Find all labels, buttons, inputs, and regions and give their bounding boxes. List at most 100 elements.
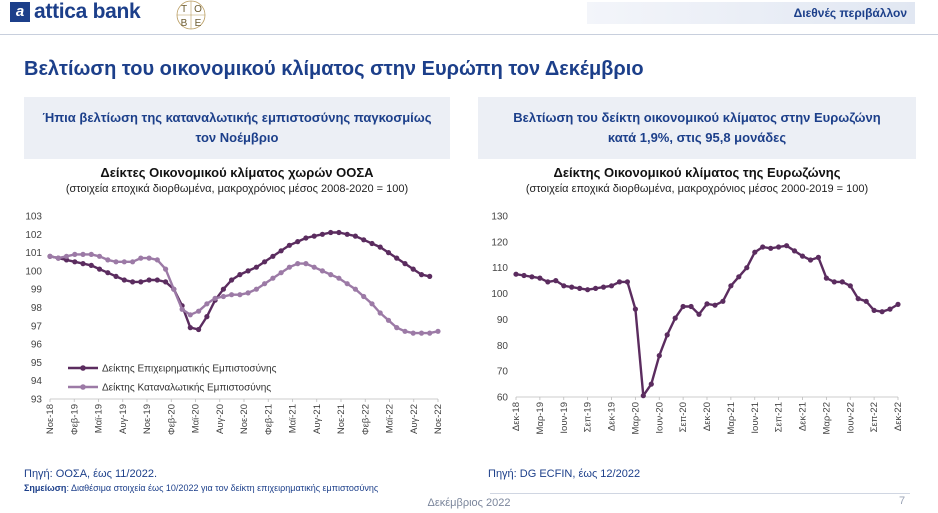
x-tick-label: Αυγ-19 <box>118 404 129 434</box>
data-point <box>616 279 623 285</box>
data-point <box>807 257 814 263</box>
data-point <box>311 264 317 270</box>
data-point <box>138 279 144 285</box>
data-point <box>146 255 152 261</box>
data-point <box>130 279 136 285</box>
y-tick-label: 60 <box>497 393 509 404</box>
data-point <box>847 283 853 289</box>
data-point <box>728 283 734 289</box>
x-tick-label: Αυγ-20 <box>215 404 226 434</box>
tobe-letter: T <box>181 4 187 15</box>
oecd-confidence-chart: 93 94 95 96 97 98 99 100 101 102 103 Νοε-18 Φεβ-19 Μα… <box>25 212 444 436</box>
data-point <box>696 311 702 317</box>
data-point <box>154 277 160 283</box>
data-point <box>286 264 292 270</box>
data-point <box>187 312 193 318</box>
attica-logo-icon: a <box>10 2 30 22</box>
data-point <box>328 272 334 278</box>
data-point <box>121 259 127 265</box>
footer-divider <box>490 493 910 494</box>
data-point <box>105 270 111 276</box>
x-tick-label: Δεκ-20 <box>702 402 713 431</box>
data-point <box>720 298 726 304</box>
y-tick-label: 96 <box>31 340 43 351</box>
data-point <box>815 254 821 260</box>
x-tick-label: Νοε-21 <box>336 404 347 434</box>
data-point <box>648 381 654 387</box>
data-point <box>385 317 392 323</box>
legend-marker <box>80 384 86 390</box>
data-point <box>96 266 103 272</box>
data-point <box>585 287 591 293</box>
right-subhead-line1: Βελτίωση του δείκτη οικονομικού κλίματος… <box>513 109 881 125</box>
x-tick-label: Φεβ-22 <box>360 404 371 435</box>
x-tick-label: Νοε-22 <box>433 404 444 434</box>
x-tick-label: Ιουν-22 <box>845 402 856 434</box>
data-point <box>640 393 646 399</box>
brand-name: attica bank <box>34 0 141 23</box>
data-point <box>220 293 226 300</box>
y-tick-label: 103 <box>25 212 42 223</box>
data-point <box>369 240 375 247</box>
data-point <box>435 328 441 334</box>
y-tick-label: 93 <box>31 395 43 406</box>
data-point <box>63 257 70 263</box>
data-point <box>278 248 284 254</box>
data-point <box>361 293 367 300</box>
data-point <box>154 257 160 263</box>
data-point <box>871 307 877 313</box>
data-point <box>529 274 535 280</box>
data-point <box>352 233 358 239</box>
eurozone-esi-chart: 60 70 80 90 100 110 120 130 Δεκ-18 Μαρ-19 Ιουν-19 Σ… <box>491 212 904 435</box>
data-point <box>303 235 309 241</box>
x-tick-label: Φεβ-21 <box>263 404 274 435</box>
data-point <box>553 278 559 284</box>
data-point <box>361 237 367 243</box>
data-point <box>253 286 259 292</box>
left-chart-title: Δείκτες Οικονομικού κλίματος χωρών ΟΟΣΑ <box>100 165 374 180</box>
data-point <box>577 285 583 291</box>
data-point <box>187 325 193 331</box>
data-point <box>791 248 798 254</box>
data-point <box>513 271 519 277</box>
y-tick-label: 100 <box>491 289 508 300</box>
left-subhead-line1: Ήπια βελτίωση της καταναλωτικής εμπιστοσ… <box>42 109 432 125</box>
x-tick-label: Αυγ-22 <box>409 404 420 434</box>
data-point <box>632 306 638 312</box>
y-tick-label: 98 <box>31 303 43 314</box>
page-title: Βελτίωση του οικονομικού κλίματος στην Ε… <box>24 58 644 80</box>
y-tick-label: 110 <box>492 263 508 274</box>
data-point <box>220 286 226 292</box>
x-tick-label: Νοε-18 <box>45 404 56 434</box>
data-point <box>204 314 210 320</box>
data-point <box>295 261 301 267</box>
series-line <box>49 253 439 335</box>
data-point <box>561 283 567 289</box>
x-tick-label: Φεβ-20 <box>166 404 177 435</box>
data-point <box>237 272 243 278</box>
data-point <box>245 268 251 274</box>
data-point <box>113 273 119 279</box>
data-point <box>752 249 758 255</box>
note-label: Σημείωση <box>24 483 67 493</box>
x-tick-label: Ιουν-21 <box>750 402 761 434</box>
data-point <box>784 243 790 249</box>
data-point <box>545 279 551 285</box>
legend-label: Δείκτης Καταναλωτικής Εμπιστοσύνης <box>102 382 271 394</box>
data-point <box>163 266 169 272</box>
data-point <box>410 266 416 272</box>
x-tick-label: Σεπ-20 <box>678 402 689 432</box>
data-point <box>712 302 718 308</box>
data-point <box>887 306 893 312</box>
note-text: : Διαθέσιμα στοιχεία έως 10/2022 για τον… <box>66 483 379 493</box>
data-point <box>664 332 670 338</box>
data-point <box>624 279 630 285</box>
tobe-letter: B <box>181 18 188 29</box>
x-tick-label: Δεκ-21 <box>798 402 809 431</box>
data-point <box>88 262 94 268</box>
header-divider <box>0 34 938 35</box>
x-tick-label: Σεπ-21 <box>774 402 785 432</box>
data-point <box>96 253 103 259</box>
data-point <box>270 253 276 259</box>
footer-date: Δεκέμβριος 2022 <box>427 497 511 509</box>
